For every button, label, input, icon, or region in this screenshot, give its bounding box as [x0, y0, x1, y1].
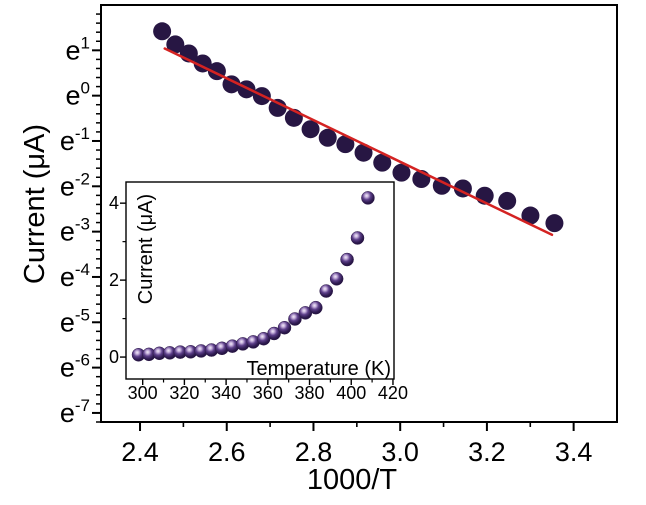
data-point	[301, 120, 320, 139]
main-x-ticks: 2.4 2.6 2.8 3.0 3.2 3.4	[121, 422, 592, 467]
main-plot: 2.4 2.6 2.8 3.0 3.2 3.4 e1 e0 e-1 e-2 e-3 e-4 e-5 e-6…	[60, 4, 618, 467]
main-x-tick-label: 2.4	[121, 437, 159, 467]
data-point	[153, 22, 172, 41]
data-point	[166, 35, 185, 54]
main-y-axis-title: Current (μA)	[19, 124, 51, 284]
data-point	[319, 284, 333, 298]
data-point	[268, 98, 287, 117]
inset-y-ticks: 0 2 4	[109, 193, 126, 367]
main-y-ticks: e1 e0 e-1 e-2 e-3 e-4 e-5 e-6 e-7	[60, 13, 101, 428]
data-point	[277, 320, 292, 335]
inset-y-axis-title: Current (μA)	[135, 194, 157, 304]
main-x-tick-label: 2.8	[295, 437, 333, 467]
main-y-tick-label: e-4	[60, 260, 90, 292]
main-y-tick-label: e1	[66, 33, 91, 65]
inset-x-ticks: 300 320 340 360 380 400 420	[128, 379, 408, 403]
main-x-tick-label: 3.0	[381, 437, 419, 467]
inset-x-tick-label: 300	[128, 383, 158, 403]
data-point	[432, 176, 451, 195]
data-point	[361, 191, 375, 205]
inset-y-tick-label: 2	[109, 270, 119, 290]
main-y-tick-label: e-5	[60, 305, 90, 337]
inset-y-tick-label: 4	[109, 193, 119, 213]
data-point	[336, 135, 355, 154]
main-x-axis-title: 1000/T	[307, 464, 398, 496]
main-y-tick-label: e-3	[60, 215, 90, 247]
inset-x-tick-label: 400	[336, 383, 366, 403]
data-point	[350, 231, 365, 245]
data-point	[288, 312, 302, 326]
fit-line	[163, 47, 554, 237]
inset-x-tick-label: 380	[295, 383, 325, 403]
data-point	[267, 326, 281, 341]
data-point	[329, 272, 344, 286]
data-point	[392, 163, 411, 182]
data-point	[309, 300, 323, 315]
inset-plot: 300 320 340 360 380 400 420 0 2 4	[109, 181, 408, 403]
data-point	[373, 153, 392, 172]
data-point	[340, 252, 354, 267]
data-point	[354, 143, 373, 162]
inset-x-tick-label: 360	[253, 383, 283, 403]
main-x-tick-label: 3.4	[555, 437, 593, 467]
main-y-tick-label: e-7	[60, 396, 90, 428]
main-x-tick-label: 2.6	[208, 437, 246, 467]
main-y-tick-label: e0	[66, 79, 91, 111]
main-y-tick-label: e-6	[60, 351, 90, 383]
inset-data-series	[131, 191, 375, 362]
inset-y-tick-label: 0	[109, 347, 119, 367]
main-y-tick-label: e-1	[60, 124, 90, 156]
inset-x-tick-label: 340	[211, 383, 241, 403]
inset-x-tick-label: 420	[378, 383, 408, 403]
data-point	[498, 191, 517, 210]
data-point	[545, 214, 564, 233]
main-x-tick-label: 3.2	[468, 437, 506, 467]
data-point	[521, 206, 540, 225]
inset-x-tick-label: 320	[169, 383, 199, 403]
main-y-tick-label: e-2	[60, 169, 90, 201]
data-point	[318, 128, 337, 147]
inset-x-axis-title: Temperature (K)	[247, 358, 392, 380]
